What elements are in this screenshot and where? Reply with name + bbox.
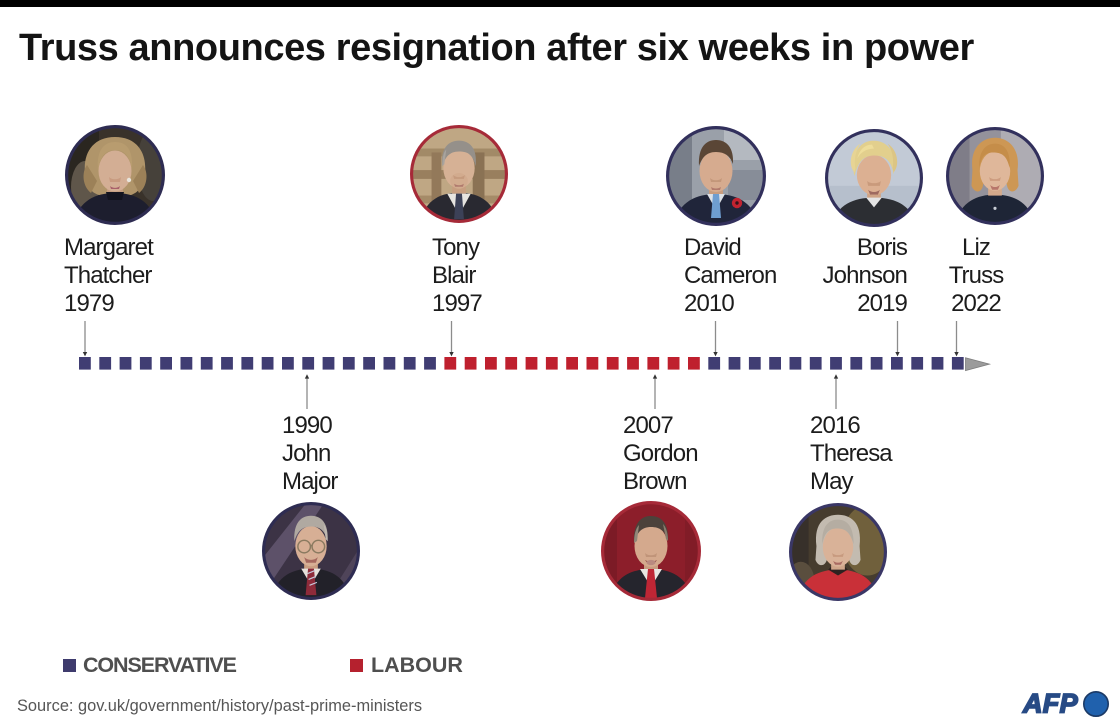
svg-text:AFP: AFP — [1022, 689, 1079, 719]
